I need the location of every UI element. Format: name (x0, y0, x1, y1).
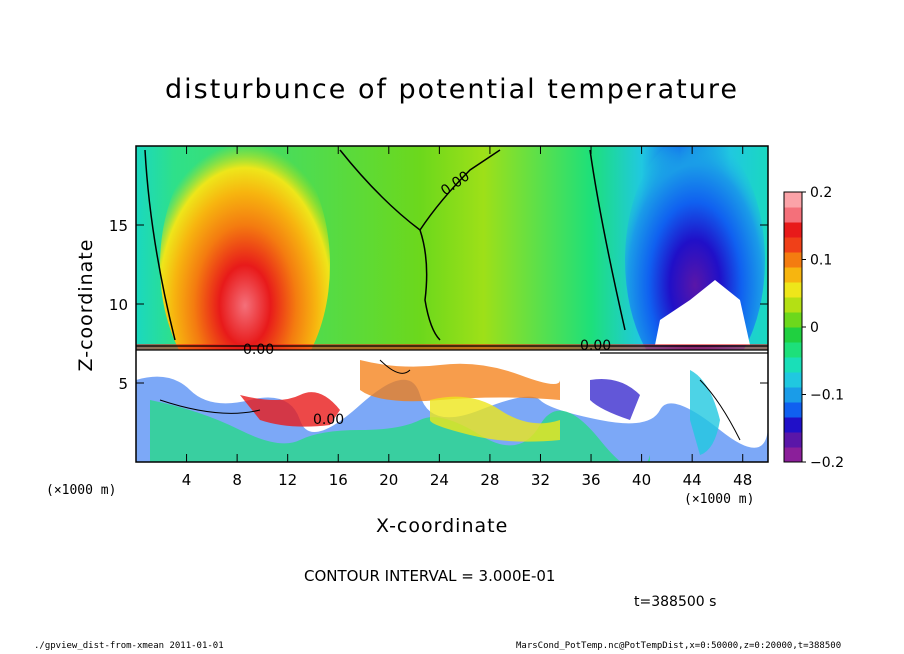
x-tick-label: 40 (632, 471, 651, 489)
colorbar-swatch (784, 357, 802, 373)
y-axis-label: Z-coordinate (75, 238, 97, 372)
colorbar-tick-label: 0 (810, 320, 819, 336)
colorbar-swatch (784, 447, 802, 463)
footer-left: ./gpview_dist-from-xmean 2011-01-01 (34, 641, 224, 651)
chart-title: disturbunce of potential temperature (165, 74, 739, 105)
colorbar-swatch (784, 207, 802, 223)
y-tick-label: 5 (118, 375, 128, 393)
colorbar-swatch (784, 297, 802, 313)
colorbar-swatch (784, 402, 802, 418)
colorbar: 0.2 0.1 0 −0.1 −0.2 (783, 185, 844, 471)
time-label: t=388500 s (634, 594, 717, 610)
contour-label: 0.00 (580, 338, 611, 354)
colorbar-tick-label: 0.2 (810, 185, 832, 201)
colorbar-swatch (784, 192, 802, 208)
x-tick-label: 36 (581, 471, 600, 489)
contour-label: 0.00 (243, 342, 274, 358)
colorbar-swatch (784, 312, 802, 328)
heatmap-field (136, 146, 768, 462)
colorbar-swatch (784, 267, 802, 283)
x-tick-label: 48 (733, 471, 752, 489)
colorbar-swatch (784, 222, 802, 238)
colorbar-swatch (784, 387, 802, 403)
colorbar-swatch (784, 417, 802, 433)
x-axis-ticks: 4 8 12 16 20 24 28 32 36 40 44 48 (182, 146, 752, 489)
colorbar-swatch (784, 282, 802, 298)
x-unit-label-right: (×1000 m) (684, 492, 755, 507)
y-axis-ticks: 5 10 15 (109, 217, 768, 393)
x-tick-label: 16 (329, 471, 348, 489)
x-tick-label: 44 (683, 471, 702, 489)
x-unit-label-left: (×1000 m) (46, 483, 117, 498)
x-tick-label: 12 (278, 471, 297, 489)
colorbar-swatch (784, 327, 802, 343)
x-tick-label: 32 (531, 471, 550, 489)
colorbar-swatch (784, 252, 802, 268)
x-tick-label: 8 (232, 471, 242, 489)
x-tick-label: 28 (480, 471, 499, 489)
colorbar-tick-label: 0.1 (810, 253, 832, 269)
x-tick-label: 20 (379, 471, 398, 489)
colorbar-swatch (784, 342, 802, 358)
x-tick-label: 4 (182, 471, 192, 489)
contour-label: 0.00 (313, 412, 344, 428)
contour-interval-text: CONTOUR INTERVAL = 3.000E-01 (304, 567, 556, 585)
colorbar-tick-label: −0.1 (810, 388, 844, 404)
footer-right: MarsCond_PotTemp.nc@PotTempDist,x=0:5000… (516, 641, 842, 651)
colorbar-tick-label: −0.2 (810, 455, 844, 471)
y-tick-label: 15 (109, 217, 128, 235)
colorbar-swatch (784, 372, 802, 388)
x-tick-label: 24 (430, 471, 449, 489)
x-axis-label: X-coordinate (376, 515, 509, 537)
y-tick-label: 10 (109, 296, 128, 314)
colorbar-swatch (784, 237, 802, 253)
colorbar-swatch (784, 432, 802, 448)
